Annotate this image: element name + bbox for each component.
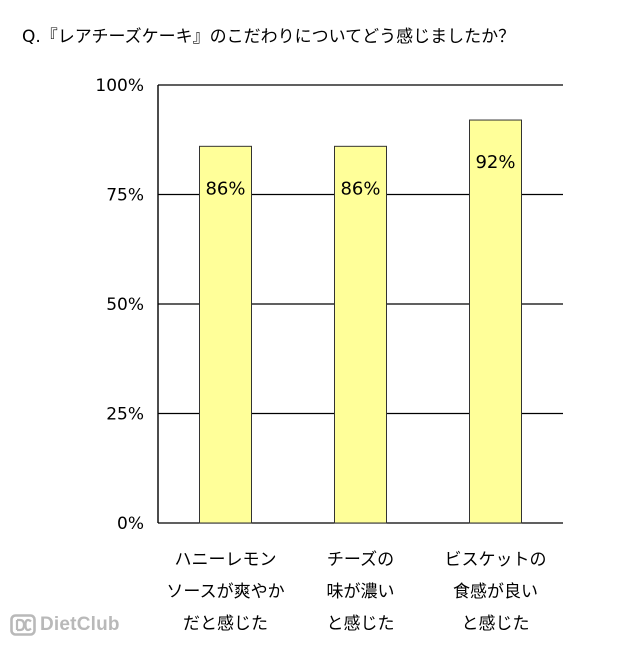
bar-3 [469, 119, 522, 524]
chart-title: Q.『レアチーズケーキ』のこだわりについてどう感じましたか？ [22, 27, 516, 47]
data-label: 92% [475, 152, 515, 173]
watermark-text: DietClub [40, 614, 120, 635]
y-tick-label: 0% [117, 514, 144, 534]
bar-2 [334, 145, 387, 524]
y-axis-tick-labels: 0% 25% 50% 75% 100% [95, 76, 144, 534]
x-category-label-line: ソースが爽やか [166, 582, 284, 602]
y-tick-label: 50% [106, 295, 144, 315]
y-tick-label: 25% [106, 405, 144, 425]
x-category-label-line: ハニーレモン [175, 550, 277, 570]
watermark: DietClub [10, 614, 120, 636]
bar-1 [199, 145, 252, 524]
x-category-label-line: と感じた [327, 614, 395, 634]
x-category-label-line: ビスケットの [445, 550, 547, 570]
data-labels: 86% 86% 92% [205, 152, 515, 199]
data-label: 86% [340, 178, 380, 199]
y-tick-label: 100% [95, 76, 144, 96]
dietclub-logo-icon [10, 614, 36, 636]
bars [199, 119, 522, 524]
x-category-label-line: 食感が良い [453, 582, 538, 602]
x-category-label-line: だと感じた [183, 614, 268, 634]
x-category-label-line: 味が濃い [327, 582, 395, 602]
y-tick-label: 75% [106, 186, 144, 206]
x-category-label-line: と感じた [462, 614, 530, 634]
x-category-label-line: チーズの [327, 550, 394, 570]
data-label: 86% [205, 178, 245, 199]
